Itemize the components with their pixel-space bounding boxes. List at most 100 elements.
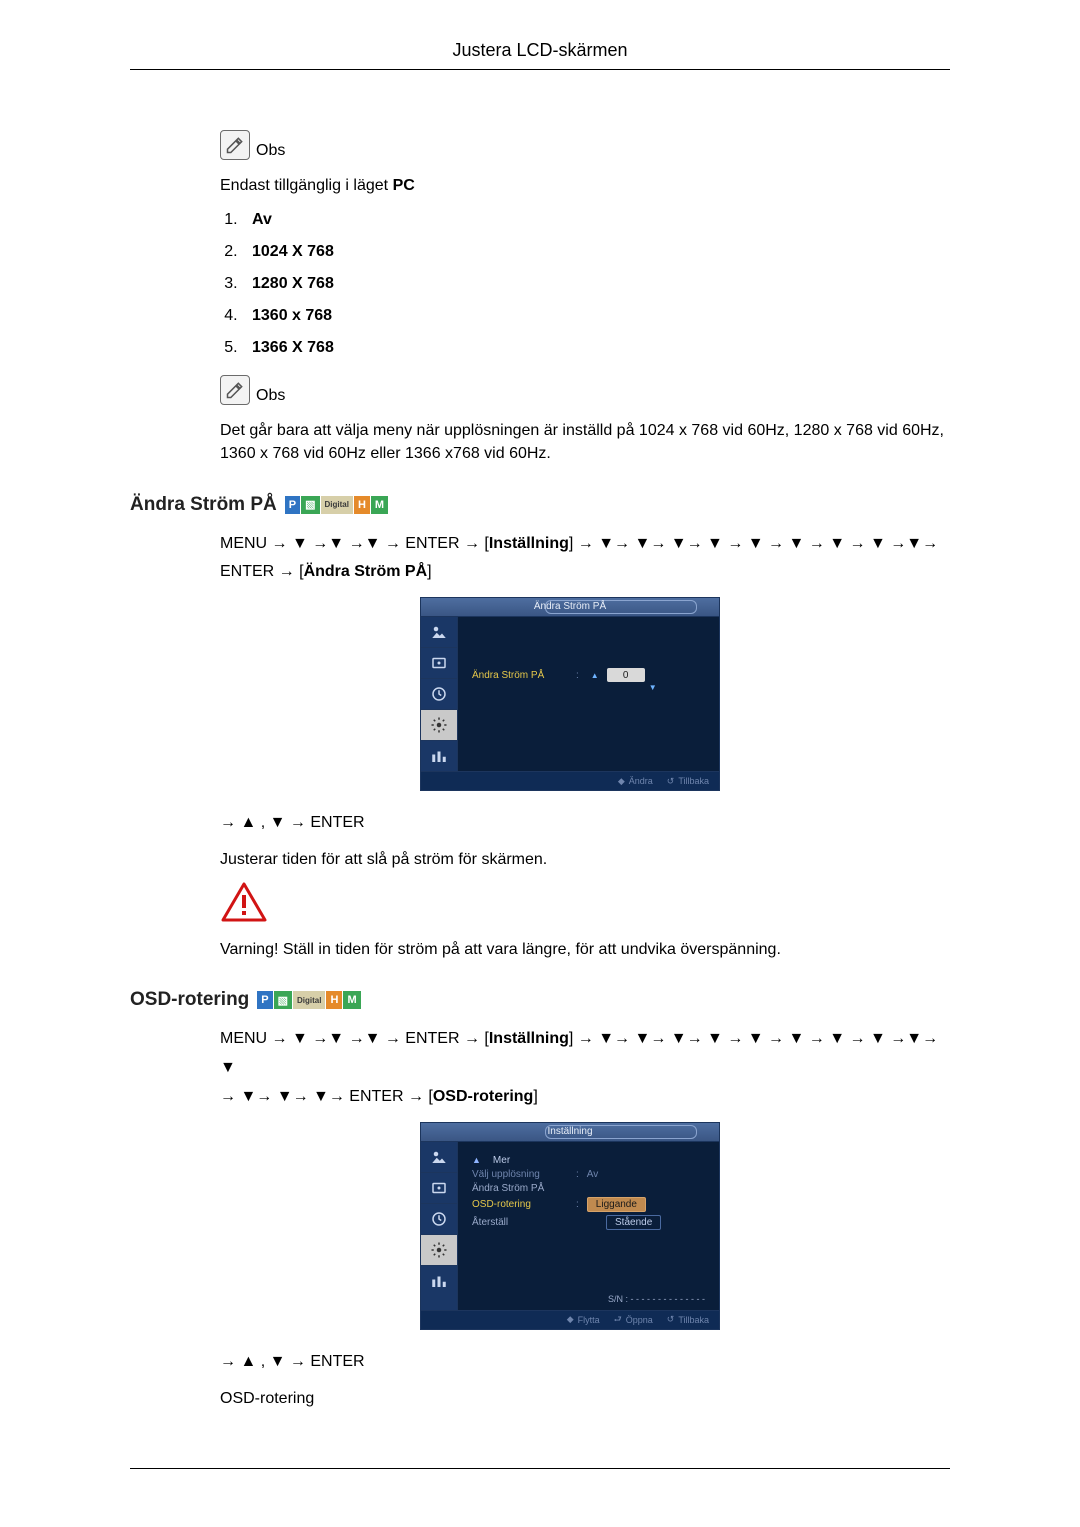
nav-bracket: OSD-rotering	[433, 1088, 533, 1105]
section-osd-rotation-body: MENU → ▼ →▼ →▼ → ENTER → [Inställning] →…	[220, 1025, 950, 1409]
mode-chip: P	[285, 496, 300, 514]
mode-chip: Digital	[321, 496, 353, 514]
osd-hint-open: ⮐Öppna	[614, 1312, 653, 1328]
pencil-icon	[220, 130, 250, 160]
osd-side-multi-icon[interactable]	[421, 741, 457, 771]
osd-colon: :	[576, 1199, 579, 1210]
note-line-2: Obs	[220, 375, 950, 405]
osd-row-osd-rotation[interactable]: OSD-rotering : Liggande	[472, 1197, 707, 1212]
nav-text: MENU → ▼ →▼ →▼ → ENTER → [	[220, 1030, 489, 1047]
mode-chip: ▧	[274, 991, 292, 1009]
osd-side-multi-icon[interactable]	[421, 1266, 457, 1296]
nav-text: ] → ▼→ ▼→ ▼→ ▼ → ▼ → ▼ → ▼ → ▼ →▼→	[569, 535, 938, 552]
osd-hint-label: Öppna	[626, 1315, 653, 1325]
osd-row-reset[interactable]: Återställ Stående	[472, 1215, 707, 1230]
mode-chip: M	[371, 496, 388, 514]
section-title-power-on: Ändra Ström PÅ P ▧ Digital H M	[130, 494, 950, 516]
osd-hint-label: Tillbaka	[678, 776, 709, 786]
nav-text: ]	[533, 1088, 537, 1105]
note-label: Obs	[256, 387, 285, 405]
mode-chip: ▧	[301, 496, 319, 514]
nav-line: MENU → ▼ →▼ →▼ → ENTER → [Inställning] →…	[220, 530, 950, 588]
osd-row-power-on[interactable]: Ändra Ström PÅ	[472, 1183, 707, 1194]
osd-footer: ◆Flytta ⮐Öppna ↺Tillbaka	[421, 1310, 719, 1329]
nav-text: ]	[427, 563, 431, 580]
power-on-warning: Varning! Ställ in tiden för ström på att…	[220, 938, 950, 961]
osd-side-setup-icon[interactable]	[421, 710, 457, 741]
osd-hint-back: ↺Tillbaka	[667, 1314, 709, 1325]
osd-hint-label: Flytta	[578, 1315, 600, 1325]
nav-line: MENU → ▼ →▼ →▼ → ENTER → [Inställning] →…	[220, 1025, 950, 1111]
section-power-on-body: MENU → ▼ →▼ →▼ → ENTER → [Inställning] →…	[220, 530, 950, 962]
osd-row-resolution[interactable]: Välj upplösning : Av	[472, 1169, 707, 1180]
osd-titlebar: Ändra Ström PÅ	[421, 598, 719, 617]
osd-hint-back: ↺Tillbaka	[667, 776, 709, 787]
osd-hint-label: Ändra	[629, 776, 653, 786]
page-title: Justera LCD-skärmen	[130, 40, 950, 70]
osd-option[interactable]: Stående	[606, 1215, 661, 1230]
osd-sidebar	[421, 617, 458, 771]
osd-main: Ändra Ström PÅ : ▲ 0 ▼	[458, 617, 719, 771]
section-title-text: Ändra Ström PÅ	[130, 494, 277, 516]
resolution-note: Det går bara att välja meny när upplösni…	[220, 419, 950, 465]
osd-more-row[interactable]: ▲ Mer	[472, 1155, 707, 1166]
osd-item-label: Ändra Ström PÅ	[472, 1183, 568, 1194]
osd-hint-change: ◆Ändra	[618, 776, 653, 787]
list-item: 1280 X 768	[242, 275, 950, 293]
list-item: 1024 X 768	[242, 243, 950, 261]
mode-chip: Digital	[293, 991, 325, 1009]
osd-side-time-icon[interactable]	[421, 1204, 457, 1235]
osd-side-picture-icon[interactable]	[421, 617, 457, 648]
down-icon[interactable]: ▼	[649, 684, 657, 691]
osd-option-selected[interactable]: Liggande	[587, 1197, 646, 1212]
nav-bracket: Inställning	[489, 535, 569, 552]
list-item-label: 1024 X 768	[252, 243, 334, 260]
mode-chip: H	[354, 496, 370, 514]
osd-hint-move: ◆Flytta	[567, 1314, 600, 1325]
list-item: 1366 X 768	[242, 339, 950, 357]
chevron-up-icon: ▲	[472, 1155, 481, 1165]
up-down-icon[interactable]: ▲	[591, 672, 599, 679]
osd-screenshot-settings: Inställning ▲ Mer	[420, 1122, 720, 1330]
osd-field-value[interactable]: 0	[607, 668, 645, 682]
nav-text: → ▼→ ▼→ ▼→ ENTER → [	[220, 1088, 433, 1105]
footer-divider	[130, 1468, 950, 1469]
nav-after: → ▲ , ▼ → ENTER	[220, 809, 950, 838]
osd-footer: ◆Ändra ↺Tillbaka	[421, 771, 719, 790]
osd-side-time-icon[interactable]	[421, 679, 457, 710]
nav-text: ENTER → [	[220, 563, 304, 580]
osd-colon: :	[576, 1169, 579, 1180]
osd-side-input-icon[interactable]	[421, 648, 457, 679]
note-line: Obs	[220, 130, 950, 160]
osd-side-picture-icon[interactable]	[421, 1142, 457, 1173]
power-on-desc: Justerar tiden för att slå på ström för …	[220, 848, 950, 871]
mode-strip: P ▧ Digital H M	[257, 991, 360, 1009]
mode-chip: M	[343, 991, 360, 1009]
osd-rotation-desc: OSD-rotering	[220, 1387, 950, 1410]
pencil-icon	[220, 375, 250, 405]
nav-text: MENU → ▼ →▼ →▼ → ENTER → [	[220, 535, 489, 552]
only-in-mode-value: PC	[393, 177, 415, 194]
nav-after: → ▲ , ▼ → ENTER	[220, 1348, 950, 1377]
only-in-mode-line: Endast tillgänglig i läget PC	[220, 174, 950, 197]
osd-item-label: OSD-rotering	[472, 1199, 568, 1210]
mode-chip: P	[257, 991, 272, 1009]
osd-item-label: Återställ	[472, 1217, 568, 1228]
osd-hint-label: Tillbaka	[678, 1315, 709, 1325]
nav-bracket: Inställning	[489, 1030, 569, 1047]
warning-icon	[220, 881, 950, 928]
osd-title: Ändra Ström PÅ	[534, 601, 606, 612]
osd-side-input-icon[interactable]	[421, 1173, 457, 1204]
osd-side-setup-icon[interactable]	[421, 1235, 457, 1266]
osd-title: Inställning	[547, 1126, 592, 1137]
list-item-label: 1366 X 768	[252, 339, 334, 356]
mode-chip: H	[326, 991, 342, 1009]
list-item-label: Av	[252, 211, 272, 228]
section-title-osd-rotation: OSD-rotering P ▧ Digital H M	[130, 989, 950, 1011]
osd-serial: S/N : - - - - - - - - - - - - - -	[608, 1294, 705, 1304]
osd-main: ▲ Mer Välj upplösning : Av Ändra Ström P…	[458, 1142, 719, 1310]
osd-sidebar	[421, 1142, 458, 1310]
osd-more-label: Mer	[493, 1155, 510, 1166]
osd-item-value: Av	[587, 1169, 599, 1180]
osd-field-label: Ändra Ström PÅ	[472, 670, 568, 681]
